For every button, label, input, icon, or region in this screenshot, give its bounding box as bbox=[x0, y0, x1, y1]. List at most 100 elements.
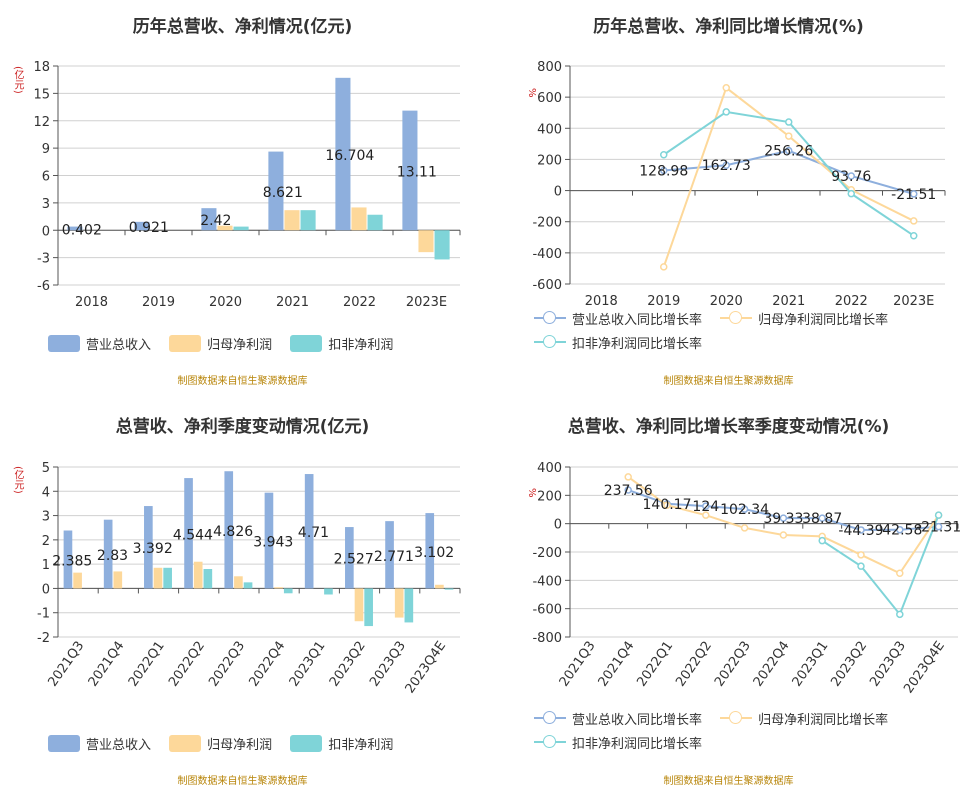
legend-item-net-profit-growth[interactable]: 归母净利润同比增长率 bbox=[720, 306, 888, 330]
x-tick-label: 2020 bbox=[209, 295, 242, 310]
chart-title: 总营收、净利同比增长率季度变动情况(%) bbox=[567, 417, 890, 437]
legend-item-net-profit[interactable]: 归母净利润 bbox=[169, 731, 272, 755]
x-tick-label: 2022Q1 bbox=[634, 639, 676, 690]
legend-item-revenue-growth[interactable]: 营业总收入同比增长率 bbox=[534, 706, 702, 730]
data-point bbox=[847, 189, 855, 198]
legend-item-deducted-net-profit[interactable]: 扣非净利润 bbox=[290, 331, 393, 355]
data-label: 0.402 bbox=[62, 222, 102, 238]
bar bbox=[434, 230, 450, 260]
legend-item-net-profit-growth[interactable]: 归母净利润同比增长率 bbox=[720, 706, 888, 730]
annual-growth-line-chart: -600 -400 -200 0 200 400 600 800 2018 2019 2020 202… bbox=[532, 60, 946, 309]
data-point bbox=[847, 172, 855, 180]
x-tick-label: 2021 bbox=[276, 295, 309, 310]
y-tick-label: 12 bbox=[33, 115, 50, 130]
legend-item-deducted-profit-growth[interactable]: 扣非净利润同比增长率 bbox=[534, 730, 702, 754]
data-point bbox=[624, 473, 632, 481]
x-tick-label: 2023Q4E bbox=[403, 639, 450, 697]
bar bbox=[203, 569, 213, 589]
x-tick-label: 2022Q2 bbox=[673, 639, 715, 690]
x-tick-label: 2023Q3 bbox=[867, 639, 909, 690]
chart-legend: 营业总收入 归母净利润 扣非净利润 bbox=[48, 331, 407, 356]
data-label: 2.385 bbox=[52, 553, 92, 569]
legend-item-deducted-profit-growth[interactable]: 扣非净利润同比增长率 bbox=[534, 330, 702, 354]
data-label: 8.621 bbox=[263, 185, 303, 201]
data-label: 128.98 bbox=[639, 163, 688, 179]
y-tick-label: -1 bbox=[37, 607, 50, 622]
legend-label: 扣非净利润同比增长率 bbox=[572, 736, 703, 752]
y-tick-label: 800 bbox=[537, 60, 562, 75]
legend-item-deducted-net-profit[interactable]: 扣非净利润 bbox=[290, 731, 393, 755]
data-label: 256.26 bbox=[764, 144, 813, 160]
y-tick-label: -400 bbox=[532, 247, 562, 262]
legend-label: 扣非净利润 bbox=[328, 737, 394, 753]
legend-item-revenue[interactable]: 营业总收入 bbox=[48, 331, 151, 355]
data-label: 4.71 bbox=[298, 525, 329, 541]
bar bbox=[193, 561, 203, 589]
data-point bbox=[702, 502, 710, 510]
quarterly-revenue-profit-panel: 总营收、净利季度变动情况(亿元) (亿元) -2 -1 0 1 2 3 4 5 2021Q3 20… bbox=[0, 400, 485, 800]
data-point bbox=[779, 531, 788, 539]
bar bbox=[153, 567, 163, 589]
data-label: 2.83 bbox=[97, 548, 128, 564]
quarterly-growth-line-chart: -800-600-400-20002004002021Q32021Q42022Q… bbox=[532, 461, 961, 696]
data-source-note: 制图数据来自恒生聚源数据库 bbox=[663, 376, 794, 387]
bar bbox=[351, 207, 367, 231]
y-tick-label: -200 bbox=[532, 546, 562, 561]
data-point bbox=[857, 562, 865, 570]
bar bbox=[354, 588, 364, 622]
data-point bbox=[660, 151, 668, 159]
bar bbox=[418, 230, 434, 253]
data-point bbox=[934, 511, 943, 519]
y-tick-label: -600 bbox=[532, 278, 562, 293]
x-tick-label: 2022Q4 bbox=[246, 639, 288, 690]
data-point bbox=[818, 514, 826, 522]
legend-label: 营业总收入 bbox=[86, 737, 152, 753]
chart-legend: 营业总收入 归母净利润 扣非净利润 bbox=[48, 731, 407, 756]
bar bbox=[103, 519, 113, 589]
annual-growth-panel: 历年总营收、净利同比增长情况(%) % -600 -400 -200 0 200 400 6… bbox=[486, 0, 971, 400]
bar bbox=[435, 584, 444, 589]
y-tick-label: -3 bbox=[37, 252, 50, 267]
data-label: -21.51 bbox=[891, 187, 936, 203]
data-label: 93.76 bbox=[831, 169, 871, 185]
data-point bbox=[785, 132, 793, 140]
x-tick-label: 2023Q1 bbox=[790, 639, 832, 690]
x-tick-label: 2022Q3 bbox=[206, 639, 248, 690]
legend-item-revenue[interactable]: 营业总收入 bbox=[48, 731, 151, 755]
data-label: 3.102 bbox=[414, 545, 454, 561]
bar bbox=[367, 214, 383, 231]
series-line bbox=[821, 514, 940, 617]
y-tick-label: 200 bbox=[537, 489, 562, 504]
data-label: 38.87 bbox=[802, 511, 842, 527]
data-label: 4.544 bbox=[173, 527, 213, 543]
data-point bbox=[722, 84, 730, 92]
data-label: 2.527 bbox=[334, 552, 374, 568]
bar bbox=[425, 513, 435, 589]
chart-title: 历年总营收、净利情况(亿元) bbox=[132, 17, 353, 37]
data-label: 237.56 bbox=[604, 483, 653, 499]
data-point bbox=[722, 161, 730, 169]
data-point bbox=[910, 231, 918, 240]
y-tick-label: -800 bbox=[532, 631, 562, 646]
data-point bbox=[910, 217, 918, 225]
data-point bbox=[910, 190, 918, 198]
bar bbox=[385, 521, 394, 589]
data-label: 39.33 bbox=[763, 511, 803, 527]
y-tick-label: 3 bbox=[42, 197, 50, 212]
data-point bbox=[702, 511, 710, 519]
legend-label: 归母净利润同比增长率 bbox=[758, 312, 889, 328]
legend-item-net-profit[interactable]: 归母净利润 bbox=[169, 331, 272, 355]
data-point bbox=[624, 486, 632, 494]
data-source-note: 制图数据来自恒生聚源数据库 bbox=[663, 776, 794, 787]
x-tick-label: 2020 bbox=[710, 294, 743, 309]
bar bbox=[304, 474, 314, 589]
data-point bbox=[660, 166, 668, 175]
y-tick-label: 1 bbox=[42, 558, 50, 573]
bar bbox=[163, 567, 172, 589]
bar bbox=[233, 226, 249, 231]
chart-title: 总营收、净利季度变动情况(亿元) bbox=[115, 417, 370, 437]
data-point bbox=[785, 146, 793, 155]
legend-item-revenue-growth[interactable]: 营业总收入同比增长率 bbox=[534, 306, 702, 330]
bar bbox=[324, 588, 333, 595]
legend-label: 营业总收入同比增长率 bbox=[572, 712, 703, 728]
